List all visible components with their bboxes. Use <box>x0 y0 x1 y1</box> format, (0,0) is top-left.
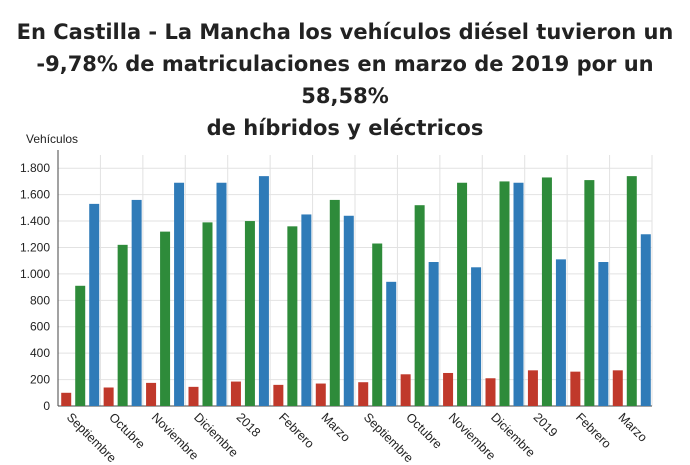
x-tick-label: 2019 <box>531 410 561 440</box>
chart-title-line-1: En Castilla - La Mancha los vehículos di… <box>16 20 674 44</box>
bar <box>499 181 510 406</box>
bar <box>131 199 142 406</box>
y-tick-label: 0 <box>43 399 50 413</box>
bar <box>414 205 425 406</box>
grid-lines <box>57 155 653 406</box>
bar <box>103 387 114 406</box>
bar <box>329 199 340 406</box>
bar <box>174 182 185 406</box>
bar <box>386 281 397 406</box>
bar <box>443 372 454 406</box>
bar <box>273 384 284 406</box>
bar <box>146 382 157 406</box>
y-tick-label: 800 <box>30 293 50 307</box>
bar <box>202 222 213 406</box>
bar <box>372 243 383 406</box>
x-tick-label: Marzo <box>318 410 352 444</box>
bar <box>457 182 468 406</box>
bar <box>485 378 496 406</box>
bar <box>584 180 595 406</box>
bar <box>258 176 269 406</box>
y-tick-label: 1.800 <box>20 161 50 175</box>
bar <box>626 176 637 406</box>
bar <box>287 226 298 406</box>
bar <box>89 203 100 406</box>
bar <box>513 182 524 406</box>
bar <box>75 285 86 406</box>
y-axis-label: Vehículos <box>26 132 78 146</box>
bar <box>358 382 369 406</box>
x-tick-label: Febrero <box>276 410 317 451</box>
bar <box>541 177 552 406</box>
bar <box>598 262 609 406</box>
chart-title-line-3: de híbridos y eléctricos <box>206 116 484 140</box>
bar <box>188 386 199 406</box>
chart-title: En Castilla - La Mancha los vehículos di… <box>0 16 690 144</box>
axes <box>57 150 652 407</box>
bar <box>343 215 354 406</box>
y-tick-label: 200 <box>30 373 50 387</box>
bars <box>61 176 651 406</box>
y-tick-label: 1.400 <box>20 214 50 228</box>
bar <box>400 374 411 406</box>
x-tick-label: Febrero <box>573 410 614 451</box>
x-tick-label: Octubre <box>106 410 147 451</box>
y-tick-label: 1.600 <box>20 188 50 202</box>
x-tick-label: Marzo <box>615 410 649 444</box>
bar <box>315 383 326 406</box>
bar <box>230 381 241 406</box>
y-tick-label: 600 <box>30 320 50 334</box>
x-tick-label: Octubre <box>403 410 444 451</box>
bar <box>612 370 623 406</box>
bar <box>555 259 566 406</box>
bar <box>471 267 482 406</box>
bar <box>527 370 538 406</box>
bar <box>570 371 581 406</box>
bar <box>301 214 312 406</box>
bar <box>117 244 128 406</box>
bar <box>61 392 72 406</box>
x-tick-label: 2018 <box>234 410 264 440</box>
y-tick-label: 400 <box>30 346 50 360</box>
bar <box>216 182 227 406</box>
bar <box>640 234 651 406</box>
bar <box>160 231 171 406</box>
bar <box>428 262 439 406</box>
y-tick-label: 1.200 <box>20 240 50 254</box>
bar <box>244 221 255 406</box>
y-tick-label: 1.000 <box>20 267 50 281</box>
chart-title-line-2: -9,78% de matriculaciones en marzo de 20… <box>36 52 654 108</box>
